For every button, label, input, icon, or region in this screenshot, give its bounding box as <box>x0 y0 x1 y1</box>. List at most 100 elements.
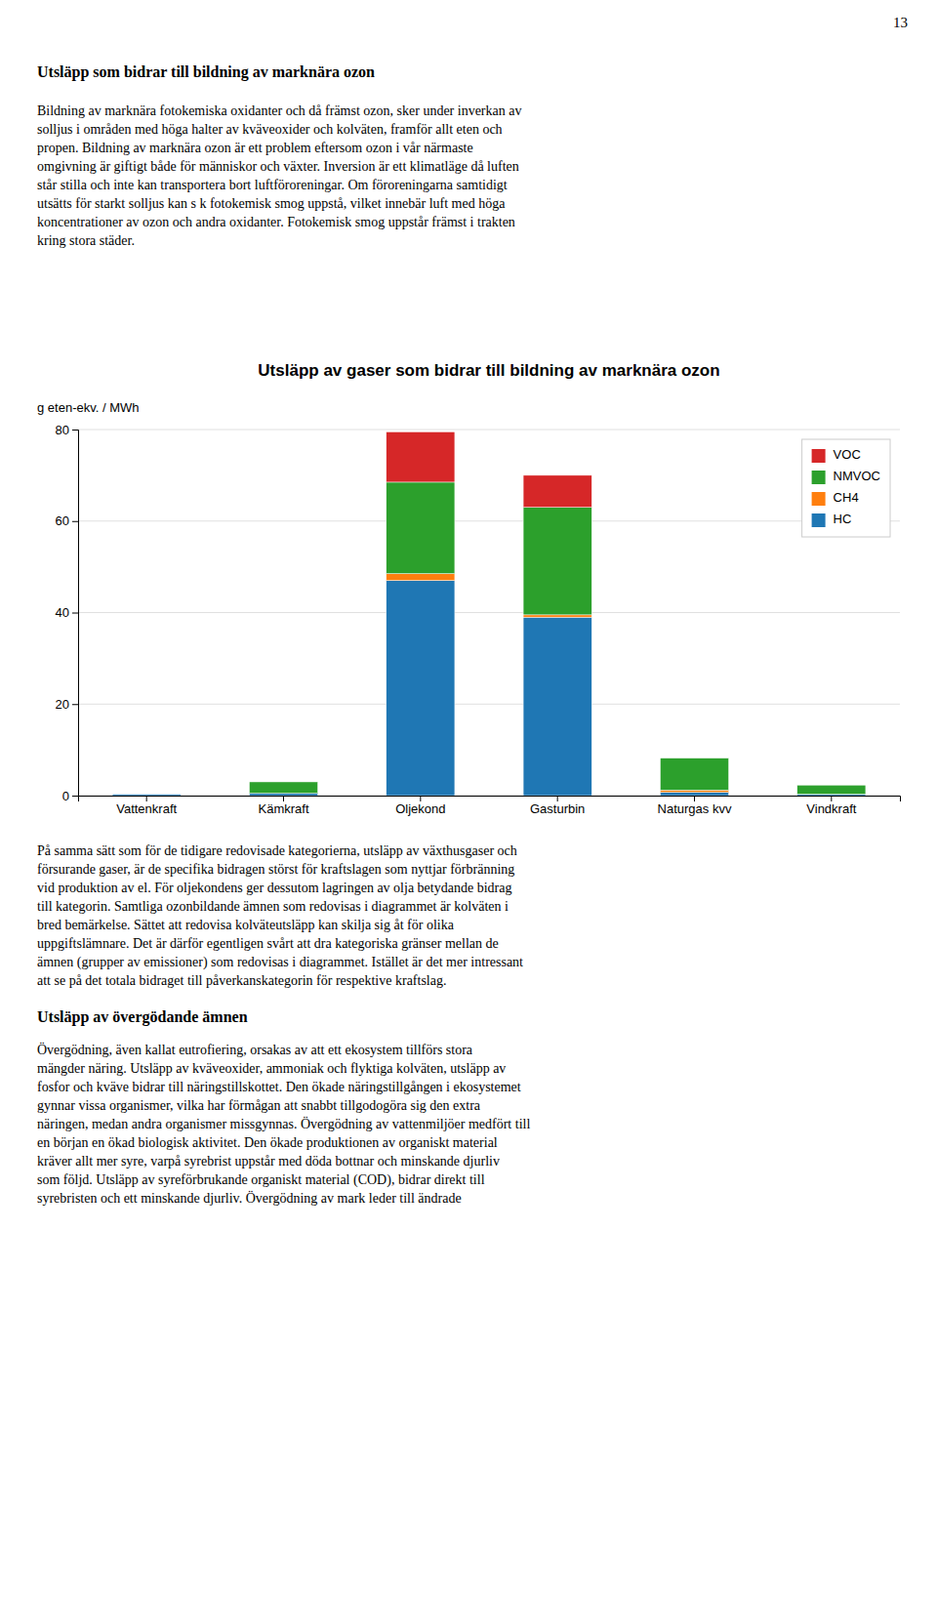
bar-segment <box>386 580 455 796</box>
y-axis-line <box>72 430 80 797</box>
body-text: står stilla och inte kan transportera bo… <box>37 177 508 193</box>
x-axis-line <box>79 796 901 803</box>
y-tick-label: 0 <box>62 788 70 804</box>
heading: Utsläpp som bidrar till bildning av mark… <box>37 63 375 82</box>
page: 13 Utsläpp som bidrar till bildning av ma… <box>0 0 937 1600</box>
body-text: att se på det totala bidraget till påver… <box>37 973 447 988</box>
legend-item: HC <box>812 511 853 528</box>
body-text: fosfor och kväve bidrar till näringstill… <box>37 1079 522 1095</box>
body-text: näringen, medan andra organismer missgyn… <box>37 1115 530 1132</box>
legend-label: HC <box>833 511 853 527</box>
grid-line <box>78 611 900 613</box>
y-tick: 80 <box>55 422 79 438</box>
x-tick-mark <box>146 795 148 802</box>
body-text: På samma sätt som för de tidigare redovi… <box>37 843 518 858</box>
bar-segment <box>248 793 318 796</box>
y-tick: 60 <box>55 513 79 529</box>
legend-swatch <box>812 470 826 485</box>
x-tick-label: Oljekond <box>395 801 446 816</box>
body-text: uppgiftslämnare. Det är därför egentlige… <box>37 936 499 951</box>
bar-segment <box>248 781 318 794</box>
body-text: bred bemärkelse. Sättet att redovisa kol… <box>37 917 455 933</box>
x-tick-mark <box>693 795 695 802</box>
y-tick: 0 <box>62 788 79 804</box>
legend-swatch <box>812 513 826 528</box>
x-tick-mark <box>557 795 559 802</box>
bar-segment <box>386 482 455 574</box>
legend-frame <box>802 439 891 537</box>
x-tick-mark <box>830 795 832 802</box>
body-text: försurande gaser, är de specifika bidrag… <box>37 861 515 877</box>
grid-line <box>78 703 900 705</box>
body-text: koncentrationer av ozon och andra oxidan… <box>37 214 516 230</box>
bar-segment <box>797 784 866 794</box>
x-tick: Kämkraft <box>257 795 309 816</box>
bar-segment <box>112 794 181 796</box>
body-text: som följd. Utsläpp av syreförbrukande or… <box>37 1172 486 1188</box>
y-tick-mark <box>72 429 79 431</box>
x-axis: Vattenkraft Kämkraft Oljekond Gasturbin Natu… <box>79 795 901 816</box>
x-tick-label: Vindkraft <box>806 801 856 816</box>
legend-label: VOC <box>833 447 861 462</box>
bar-segment <box>112 793 181 795</box>
y-tick-mark <box>72 612 79 614</box>
heading: Utsläpp av övergödande ämnen <box>37 1008 248 1026</box>
bar-segment <box>659 792 729 796</box>
bar-segment <box>523 475 592 508</box>
body-text: omgivning är giftigt både för människor … <box>37 159 520 174</box>
legend-swatch <box>812 448 826 463</box>
bar-segment <box>248 780 318 782</box>
x-tick: Gasturbin <box>529 795 585 816</box>
x-tick-mark <box>283 795 285 802</box>
x-tick-label: Kämkraft <box>257 801 309 816</box>
bar-segment <box>523 507 592 615</box>
bar-segment <box>523 616 592 796</box>
body-text: kräver allt mer syre, varpå syrebrist up… <box>37 1153 500 1169</box>
legend-item: NMVOC <box>812 468 881 485</box>
y-tick-label: 20 <box>55 696 70 712</box>
body-text: propen. Bildning av marknära ozon är ett… <box>37 140 474 156</box>
grid-line <box>78 520 900 522</box>
y-axis: 0 20 40 60 80 <box>55 422 80 804</box>
page-canvas: 13 Utsläpp som bidrar till bildning av ma… <box>0 0 937 1600</box>
x-tick-label: Vattenkraft <box>116 801 177 816</box>
y-tick-label: 60 <box>55 513 70 529</box>
x-tick: Vindkraft <box>806 795 856 816</box>
y-tick-label: 80 <box>55 422 70 438</box>
body-text: ämnen (grupper av emissioner) som redovi… <box>37 954 524 971</box>
x-tick: Naturgas kvv <box>657 795 733 816</box>
bar-segment <box>659 757 729 759</box>
bar-segment <box>112 793 181 795</box>
legend-swatch <box>812 491 826 506</box>
series-2 <box>248 482 866 795</box>
bar-segment <box>112 793 181 795</box>
grid <box>78 429 900 796</box>
body-text: Bildning av marknära fotokemiska oxidant… <box>37 103 522 119</box>
chart-title: Utsläpp av gaser som bidrar till bildnin… <box>257 361 720 380</box>
y-tick: 40 <box>55 605 79 620</box>
bars <box>112 431 866 796</box>
legend: VOC NMVOC CH4 HC <box>802 439 891 537</box>
body-text: solljus i områden med höga halter av kvä… <box>37 122 503 137</box>
y-tick-mark <box>72 795 79 797</box>
bar-segment <box>523 614 592 617</box>
body-text: vid produktion av el. För oljekondens ge… <box>37 880 512 896</box>
bar-segment <box>797 784 866 786</box>
y-tick-label: 40 <box>55 605 70 620</box>
page-number: 13 <box>893 14 908 31</box>
legend-item: CH4 <box>812 489 859 506</box>
x-tick-mark <box>419 795 421 802</box>
x-tick: Oljekond <box>395 795 446 816</box>
series-3 <box>386 431 593 507</box>
legend-label: CH4 <box>833 489 859 505</box>
body-text: utsätts för starkt solljus kan s k fotok… <box>37 196 506 211</box>
x-tick: Vattenkraft <box>116 795 177 816</box>
legend-item: VOC <box>812 447 861 463</box>
bar-segment <box>659 758 729 791</box>
y-axis-title: g eten-ekv. / MWh <box>37 400 140 415</box>
body-text: mängder näring. Utsläpp av kväveoxider, … <box>37 1060 506 1076</box>
y-tick-mark <box>72 521 79 523</box>
x-tick-label: Naturgas kvv <box>657 801 733 816</box>
y-tick: 20 <box>55 696 79 712</box>
body-text: till kategorin. Samtliga ozonbildande äm… <box>37 898 509 914</box>
